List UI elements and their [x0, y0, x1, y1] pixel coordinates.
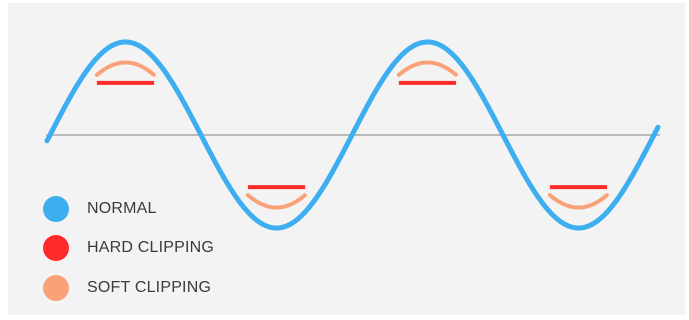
soft-clipping-color-swatch — [43, 275, 69, 301]
soft-clip-peak-1 — [94, 60, 156, 77]
legend-label-soft-clipping: SOFT CLIPPING — [87, 279, 212, 296]
normal-wave — [44, 39, 661, 231]
soft-clip-trough-1 — [245, 193, 307, 210]
legend-item-soft-clipping: SOFT CLIPPING — [43, 275, 211, 301]
hard-clipping-color-swatch — [43, 235, 69, 261]
legend-item-normal: NORMAL — [43, 196, 157, 222]
soft-clip-peak-2 — [396, 60, 458, 77]
soft-clip-trough-2 — [547, 193, 609, 210]
soft-clipping-wave — [94, 60, 609, 210]
legend-item-hard-clipping: HARD CLIPPING — [43, 235, 214, 261]
legend-label-hard-clipping: HARD CLIPPING — [87, 239, 215, 256]
legend-label-normal: NORMAL — [87, 200, 157, 217]
hard-clipping-wave — [96, 80, 608, 190]
normal-color-swatch — [43, 196, 69, 222]
diagram-panel — [8, 3, 685, 315]
